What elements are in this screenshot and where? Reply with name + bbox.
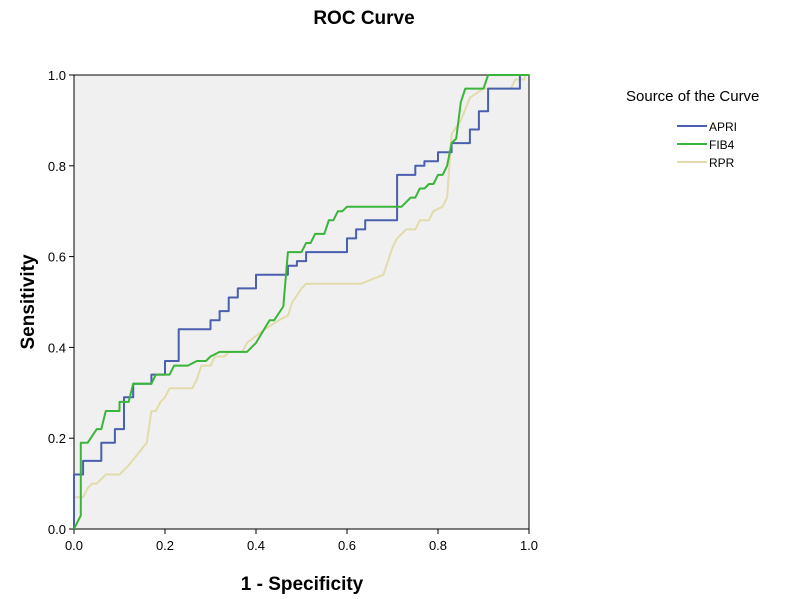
legend-label-apri: APRI	[709, 120, 737, 134]
x-axis-title: 1 - Specificity	[241, 574, 364, 595]
chart-title: ROC Curve	[313, 8, 414, 29]
x-tick-label: 0.6	[338, 538, 356, 553]
series-line-fib4	[73, 74, 529, 530]
series-line-rpr	[73, 74, 529, 529]
legend: APRI FIB4 RPR	[677, 120, 737, 170]
series-line-apri	[73, 75, 521, 529]
x-tick-label: 0.2	[156, 538, 174, 553]
x-tick-label: 0.0	[65, 538, 83, 553]
x-tick-label: 1.0	[520, 538, 538, 553]
x-tick-label: 0.8	[429, 538, 447, 553]
x-tick-label: 0.4	[247, 538, 265, 553]
y-axis-title: Sensitivity	[18, 254, 39, 349]
axis-ticks: 0.0 0.2 0.4 0.6 0.8 1.0 0.0 0.2 0.4 0.6 0.8 1.0	[48, 68, 538, 553]
y-tick-label: 0.8	[48, 159, 66, 174]
y-tick-label: 0.2	[48, 431, 66, 446]
y-tick-label: 1.0	[48, 68, 66, 83]
series-lines	[73, 74, 529, 530]
legend-label-rpr: RPR	[709, 156, 735, 170]
y-tick-label: 0.6	[48, 250, 66, 265]
legend-label-fib4: FIB4	[709, 138, 735, 152]
y-tick-label: 0.4	[48, 340, 66, 355]
plot-area	[73, 74, 530, 530]
y-tick-label: 0.0	[48, 522, 66, 537]
legend-title: Source of the Curve	[626, 88, 759, 105]
